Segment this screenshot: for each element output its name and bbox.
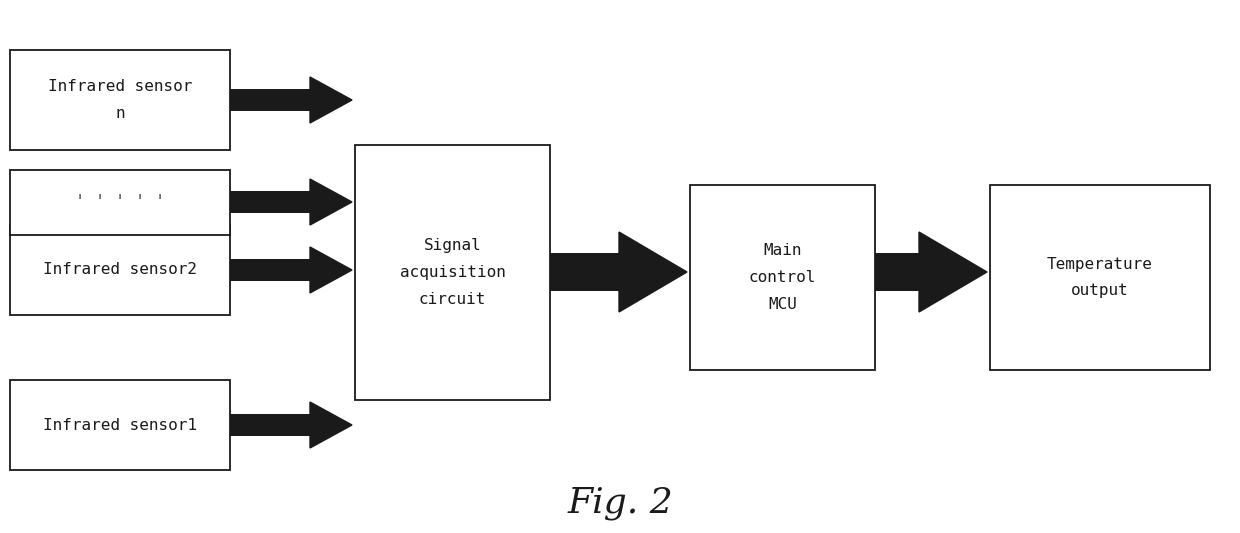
Bar: [551, 253, 619, 291]
Bar: [10, 225, 229, 315]
Bar: [229, 191, 310, 213]
Polygon shape: [310, 77, 352, 123]
Text: Infrared sensor
n: Infrared sensor n: [48, 79, 192, 121]
Bar: [689, 185, 875, 370]
Text: Temperature
output: Temperature output: [1047, 256, 1153, 298]
Bar: [355, 145, 551, 400]
Text: Signal
acquisition
circuit: Signal acquisition circuit: [399, 238, 506, 307]
Bar: [990, 185, 1210, 370]
Polygon shape: [310, 247, 352, 293]
Polygon shape: [919, 232, 987, 312]
Polygon shape: [310, 179, 352, 225]
Text: Infrared sensor2: Infrared sensor2: [43, 262, 197, 278]
Bar: [10, 170, 229, 235]
Bar: [10, 380, 229, 470]
Text: Fig. 2: Fig. 2: [567, 486, 673, 520]
Bar: [875, 253, 919, 291]
Bar: [229, 259, 310, 281]
Bar: [10, 50, 229, 150]
Text: Main
control
MCU: Main control MCU: [749, 243, 816, 312]
Polygon shape: [310, 402, 352, 448]
Bar: [229, 414, 310, 436]
Text: ˈ ˈ ˈ ˈ ˈ: ˈ ˈ ˈ ˈ ˈ: [74, 193, 165, 212]
Polygon shape: [619, 232, 687, 312]
Text: Infrared sensor1: Infrared sensor1: [43, 417, 197, 432]
Bar: [229, 89, 310, 111]
